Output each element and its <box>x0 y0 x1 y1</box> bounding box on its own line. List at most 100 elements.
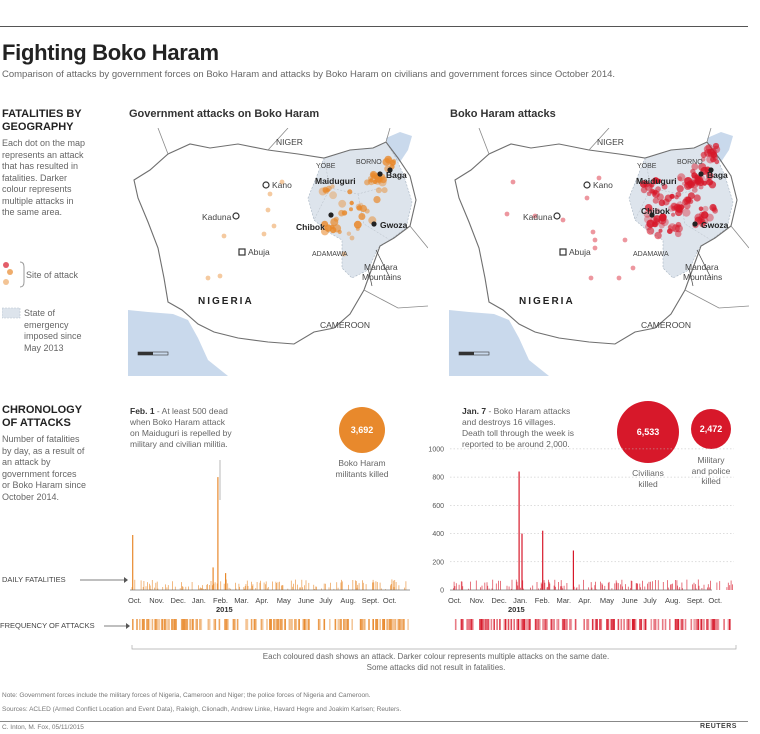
geo-heading-line1: FATALITIES BY <box>2 108 82 120</box>
label-gwoza: Gwoza <box>701 220 729 230</box>
attack-dash <box>661 619 664 630</box>
attack-dash <box>546 619 548 630</box>
attack-dot <box>668 205 675 212</box>
attack-dot <box>372 179 378 185</box>
month-axis: Oct. Nov. Dec. Jan. Feb. Mar. Apr. May June July A… <box>128 596 397 605</box>
label-mandara-2: Mountains <box>683 272 722 282</box>
attack-dash <box>507 619 510 630</box>
label-baga: Baga <box>707 170 728 180</box>
military-killed-label: Military and police killed <box>676 455 746 487</box>
attack-dash <box>182 619 184 630</box>
attack-dash <box>386 619 388 630</box>
month-tick-label: July <box>319 596 333 605</box>
attack-dot <box>670 202 679 211</box>
chrono-heading: CHRONOLOGY OF ATTACKS <box>2 404 112 430</box>
attack-dot <box>265 207 271 213</box>
attack-dot <box>646 219 655 228</box>
attack-dash <box>139 619 141 630</box>
attack-dash <box>166 619 169 630</box>
cities <box>232 167 393 256</box>
month-tick-label: Mar. <box>557 596 572 605</box>
attack-dash <box>496 619 498 630</box>
attack-dash <box>393 619 395 630</box>
attack-dot <box>650 216 658 224</box>
civilians-killed-circle: 6,533 <box>617 401 679 463</box>
attack-dot <box>652 197 659 204</box>
attack-dash <box>529 619 531 630</box>
attack-dash <box>277 619 279 630</box>
attack-dash <box>611 619 614 630</box>
attack-dash <box>613 619 615 630</box>
government-fatalities-chart: Oct. Nov. Dec. Jan. Feb. Mar. Apr. May June July A… <box>128 460 410 630</box>
attack-dot <box>669 193 675 199</box>
attack-dash <box>480 619 483 630</box>
attack-dot <box>346 231 352 236</box>
attack-dot <box>358 213 366 220</box>
attack-dash <box>232 619 235 630</box>
y-tick-label: 0 <box>440 588 444 595</box>
attack-dash <box>298 619 300 630</box>
frequency-label: FREQUENCY OF ATTACKS <box>0 621 95 630</box>
attack-dash <box>148 619 151 630</box>
attack-dash <box>526 619 528 630</box>
attack-dash <box>674 619 677 630</box>
attack-dash <box>610 619 613 630</box>
attack-dash <box>407 619 409 630</box>
attack-dash <box>711 619 714 630</box>
attack-dash <box>218 619 221 630</box>
attack-dot <box>560 217 566 223</box>
attack-dot <box>658 228 663 233</box>
month-tick-label: Oct. <box>128 596 142 605</box>
attack-dot <box>318 187 327 196</box>
month-tick-label: Nov. <box>149 596 164 605</box>
attack-dash <box>295 619 298 630</box>
attack-dash <box>623 619 625 630</box>
chrono-note-line1: Each coloured dash shows an attack. Dark… <box>262 652 610 661</box>
attack-dash <box>236 619 239 630</box>
attack-dash <box>288 619 291 630</box>
daily-fatalities-label: DAILY FATALITIES <box>2 575 66 584</box>
y-gridlines: 0 200 400 600 800 1000 <box>428 446 734 595</box>
attack-dash <box>308 619 310 630</box>
government-frequency-dashes <box>132 619 409 630</box>
left-annot-line: when Boko Haram attack <box>130 417 225 427</box>
attack-dash <box>583 619 585 630</box>
attack-dash <box>690 619 693 630</box>
left-map-title: Government attacks on Boko Haram <box>129 108 320 120</box>
geo-heading: FATALITIES BY GEOGRAPHY <box>2 108 112 134</box>
freq-arrow <box>104 623 130 629</box>
attack-dash <box>503 619 505 630</box>
legend-state-line: State of <box>24 308 56 318</box>
attack-dash <box>534 619 537 630</box>
attack-dash <box>165 619 168 630</box>
attack-dot <box>712 142 720 150</box>
chrono-desc-line: by day, as a result of <box>2 445 85 456</box>
attack-dot <box>671 212 676 217</box>
attack-dot <box>330 184 335 189</box>
chrono-desc-line: or Boko Haram since <box>2 480 87 490</box>
attack-dot <box>353 220 362 229</box>
attack-dot <box>322 186 329 193</box>
left-annot-line: on Maiduguri is repelled by <box>130 428 232 438</box>
border-north-ext <box>478 128 712 155</box>
label-abuja: Abuja <box>248 247 270 257</box>
attack-dash <box>460 619 463 630</box>
attack-dash <box>516 619 518 630</box>
border-north-ext <box>157 128 391 155</box>
chrono-heading-line2: OF ATTACKS <box>2 417 71 429</box>
attack-dash <box>684 619 687 630</box>
attack-dash <box>606 619 608 630</box>
geo-desc-line: fatalities. Darker <box>2 172 68 183</box>
label-niger: NIGER <box>276 137 303 147</box>
militants-killed-label: Boko Haram militants killed <box>322 458 402 479</box>
top-rule <box>0 26 748 27</box>
attack-dash <box>168 619 170 630</box>
right-annot-line: and destroys 16 villages. <box>462 417 556 427</box>
month-axis: Oct. Nov. Dec. Jan. Feb. Mar. Apr. May June July A… <box>448 596 722 605</box>
militants-label-line: Boko Haram <box>338 458 386 468</box>
attack-dot <box>675 191 682 198</box>
legend-state-line: emergency <box>24 319 69 330</box>
attack-dash <box>382 619 384 630</box>
geo-desc-line: multiple attacks in <box>2 195 74 206</box>
y-tick-label: 200 <box>432 559 444 566</box>
